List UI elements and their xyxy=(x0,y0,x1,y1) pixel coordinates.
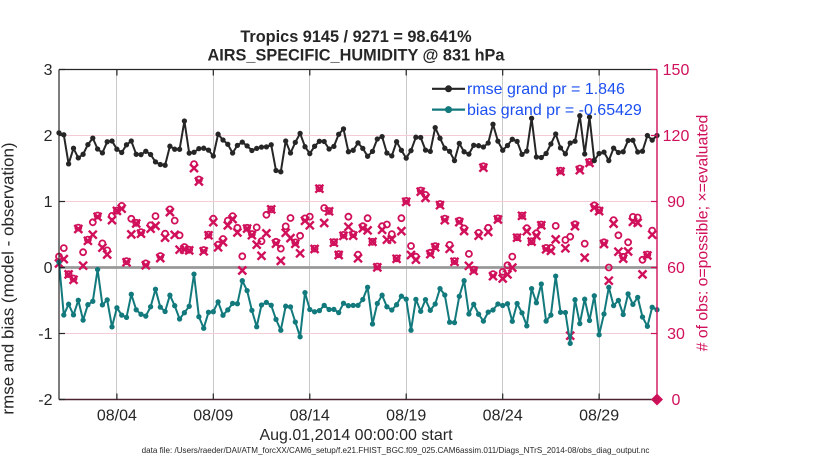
svg-text:Tropics 9145 / 9271 = 98.641%: Tropics 9145 / 9271 = 98.641% xyxy=(240,28,472,46)
svg-text:bias grand pr = -0.65429: bias grand pr = -0.65429 xyxy=(467,102,642,119)
svg-text:30: 30 xyxy=(667,326,685,343)
svg-text:08/09: 08/09 xyxy=(193,408,233,425)
svg-text:0: 0 xyxy=(44,260,53,277)
svg-text:60: 60 xyxy=(667,260,685,277)
svg-text:08/24: 08/24 xyxy=(483,408,523,425)
svg-text:08/19: 08/19 xyxy=(386,408,426,425)
svg-text:Aug.01,2014 00:00:00 start: Aug.01,2014 00:00:00 start xyxy=(259,427,453,444)
svg-text:-2: -2 xyxy=(38,392,52,409)
svg-text:data file: /Users/raeder/DAI/A: data file: /Users/raeder/DAI/ATM_forcXX/… xyxy=(142,446,650,455)
svg-text:150: 150 xyxy=(663,62,690,79)
svg-text:08/14: 08/14 xyxy=(290,408,330,425)
svg-text:rmse grand pr = 1.846: rmse grand pr = 1.846 xyxy=(467,81,625,98)
svg-text:3: 3 xyxy=(44,62,53,79)
svg-text:2: 2 xyxy=(44,128,53,145)
svg-text:120: 120 xyxy=(663,128,690,145)
svg-text:90: 90 xyxy=(667,194,685,211)
svg-text:-1: -1 xyxy=(38,326,52,343)
svg-text:08/29: 08/29 xyxy=(579,408,619,425)
svg-text:rmse and bias (model - observa: rmse and bias (model - observation) xyxy=(0,142,18,414)
svg-text:08/04: 08/04 xyxy=(97,408,137,425)
svg-text:0: 0 xyxy=(672,392,681,409)
svg-text:1: 1 xyxy=(44,194,53,211)
svg-text:AIRS_SPECIFIC_HUMIDITY @ 831 h: AIRS_SPECIFIC_HUMIDITY @ 831 hPa xyxy=(208,47,506,65)
svg-text:# of obs: o=possible; ×=evalua: # of obs: o=possible; ×=evaluated xyxy=(695,115,712,352)
